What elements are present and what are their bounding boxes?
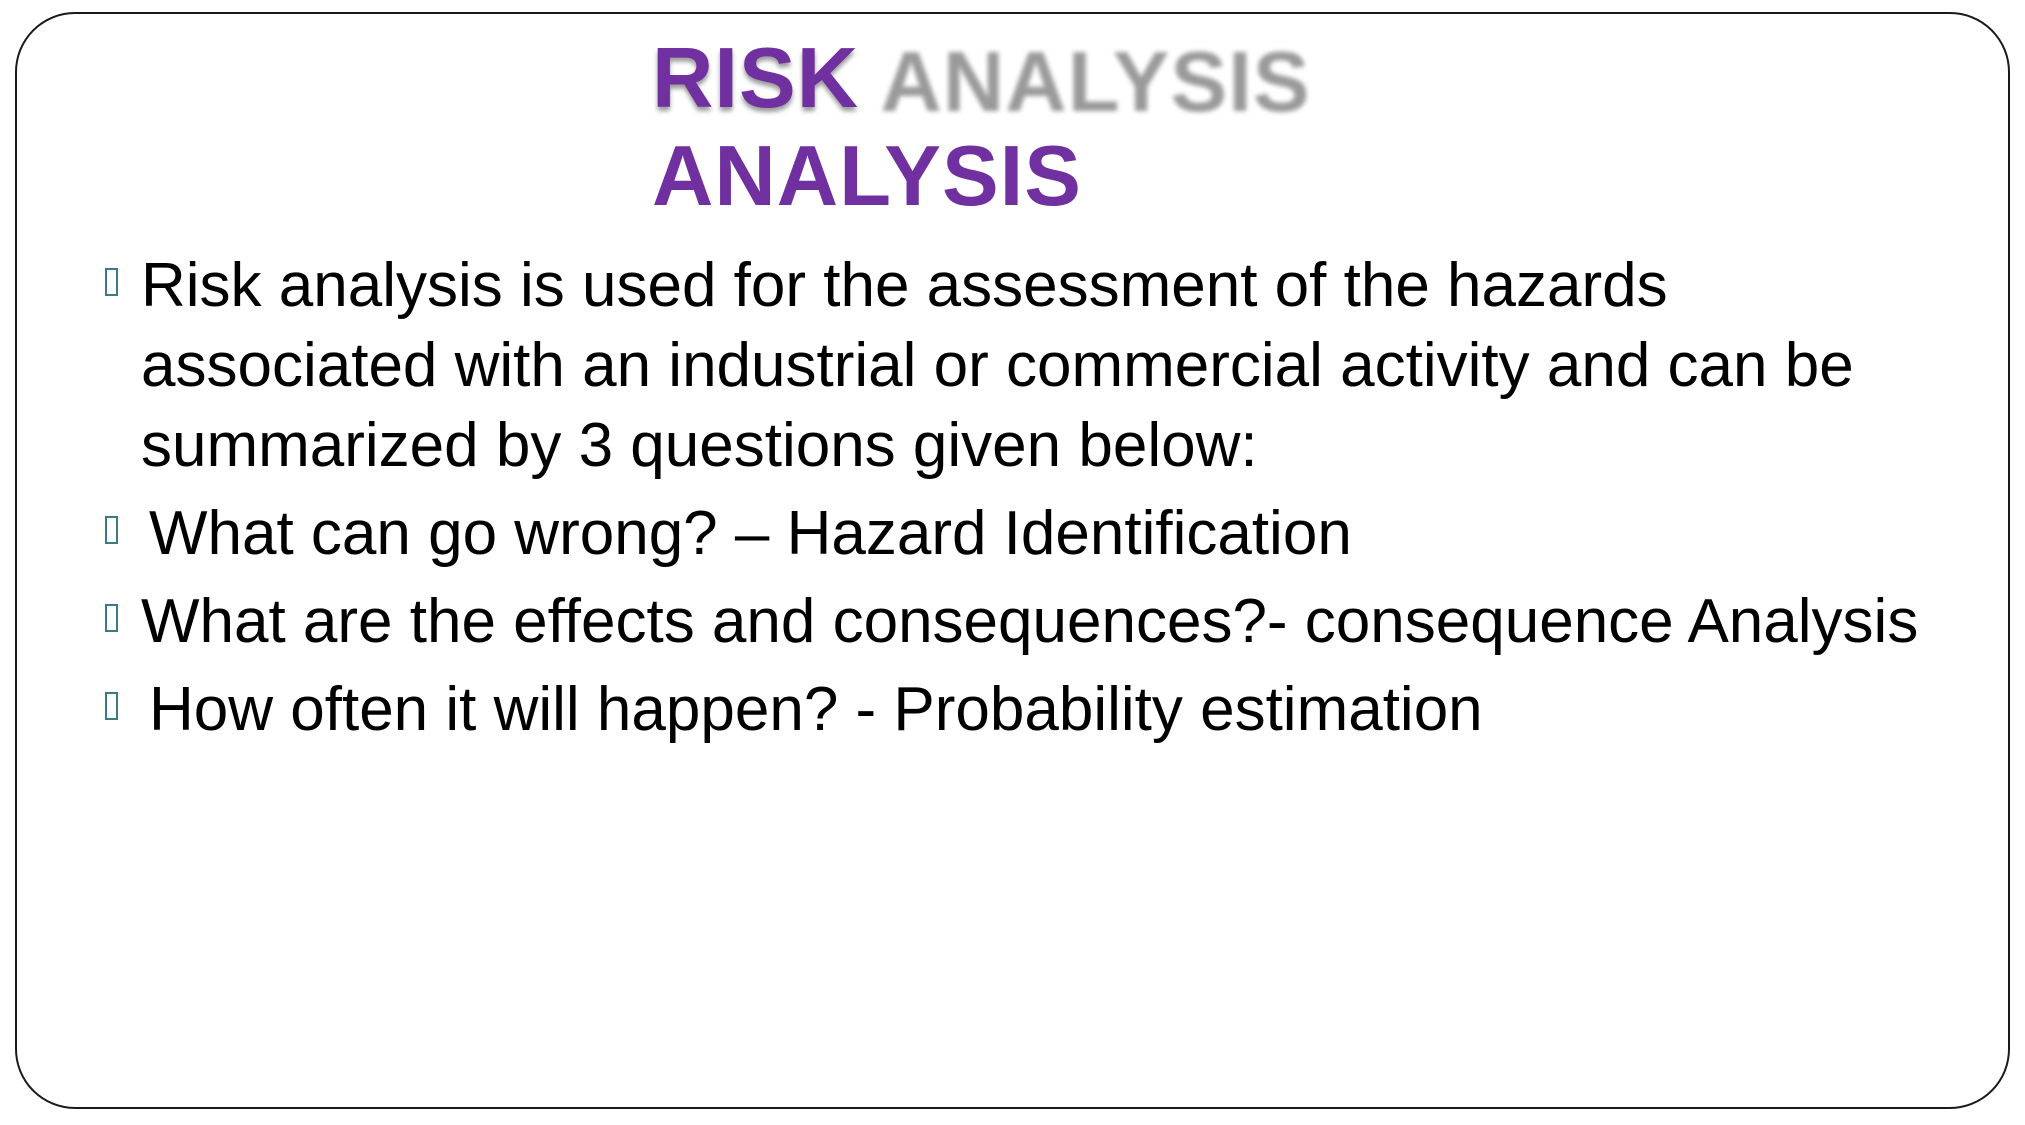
list-item: How often it will happen? - Probability … [105,670,1985,750]
list-item: Risk analysis is used for the assessment… [105,246,1985,486]
square-bullet-icon [105,246,141,296]
bullet-text: Risk analysis is used for the assessment… [141,251,1889,480]
square-bullet-icon [105,494,141,544]
bullet-text: What can go wrong? – Hazard Identificati… [149,499,1352,568]
list-item: What can go wrong? – Hazard Identificati… [105,494,1985,574]
title-line-2: ANALYSIS [652,129,1082,224]
square-bullet-icon [105,670,141,720]
slide-title: RISK ANALYSIS RISK ANALYSIS [652,36,1452,226]
title-line-1: RISK [652,31,860,126]
bullet-list: Risk analysis is used for the assessment… [105,246,1985,758]
bullet-text: What are the effects and consequences?- … [141,587,1919,656]
title-shadow: RISK ANALYSIS [652,35,1311,130]
bullet-text: How often it will happen? - Probability … [149,675,1483,744]
square-bullet-icon [105,582,141,632]
list-item: What are the effects and consequences?- … [105,582,1985,662]
slide-frame: RISK ANALYSIS RISK ANALYSIS Risk analysi… [15,12,2010,1109]
